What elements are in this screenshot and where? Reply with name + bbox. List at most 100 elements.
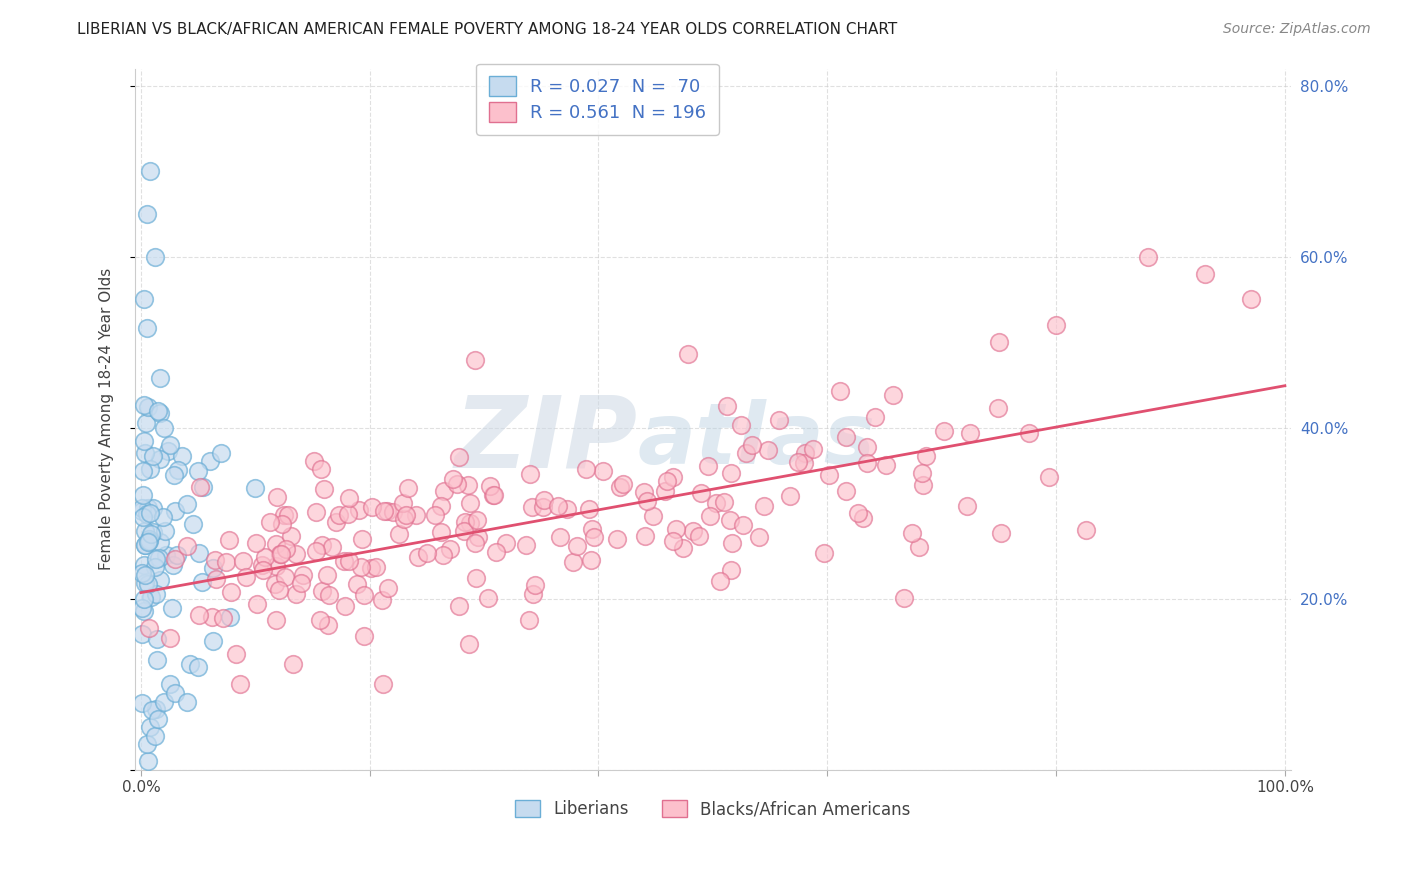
Point (225, 648, 247, 662)
Point (911, 467, 934, 481)
Point (634, 529, 657, 543)
Point (266, 558, 288, 573)
Point (662, 533, 685, 548)
Point (152, 695, 174, 709)
Point (353, 588, 375, 602)
Point (131, 601, 153, 615)
Point (865, 409, 887, 424)
Point (219, 584, 242, 599)
Point (752, 499, 775, 513)
Legend: Liberians, Blacks/African Americans: Liberians, Blacks/African Americans (509, 793, 918, 825)
Point (704, 496, 727, 510)
Point (716, 399, 738, 413)
Point (405, 508, 427, 523)
Point (801, 442, 824, 456)
Point (606, 532, 628, 546)
Point (477, 591, 499, 605)
Point (149, 535, 172, 549)
Point (153, 524, 176, 538)
Point (139, 590, 162, 604)
Text: Source: ZipAtlas.com: Source: ZipAtlas.com (1223, 22, 1371, 37)
Point (143, 250, 166, 264)
Point (633, 484, 655, 499)
Point (149, 452, 172, 467)
Point (835, 484, 858, 499)
Point (318, 588, 340, 602)
Point (183, 517, 205, 532)
Point (318, 618, 340, 632)
Point (517, 614, 540, 628)
Point (855, 456, 877, 470)
Point (914, 449, 936, 463)
Point (165, 551, 187, 566)
Point (290, 576, 312, 591)
Point (381, 505, 404, 519)
Point (138, 621, 160, 635)
Point (141, 703, 163, 717)
Point (349, 503, 371, 517)
Point (465, 571, 488, 585)
Point (136, 755, 159, 769)
Point (665, 522, 688, 536)
Point (134, 524, 156, 538)
Point (676, 347, 699, 361)
Point (835, 430, 858, 444)
Point (346, 577, 368, 591)
Point (204, 572, 226, 586)
Point (146, 712, 169, 726)
Point (555, 502, 578, 516)
Point (145, 552, 167, 566)
Point (531, 500, 554, 515)
Point (166, 462, 188, 476)
Point (371, 677, 394, 691)
Point (482, 488, 505, 502)
Point (364, 560, 387, 574)
Point (735, 446, 758, 460)
Point (132, 510, 155, 524)
Point (439, 541, 461, 556)
Point (533, 492, 555, 507)
Point (134, 604, 156, 618)
Point (454, 515, 477, 529)
Point (392, 496, 415, 510)
Point (143, 729, 166, 743)
Point (447, 450, 470, 465)
Point (136, 401, 159, 415)
Point (176, 539, 198, 553)
Point (142, 501, 165, 516)
Point (166, 549, 188, 563)
Point (467, 530, 489, 544)
Point (163, 504, 186, 518)
Point (395, 508, 418, 523)
Point (846, 506, 869, 520)
Point (218, 533, 240, 547)
Point (162, 558, 184, 572)
Point (360, 500, 382, 515)
Point (172, 449, 194, 463)
Point (690, 486, 713, 500)
Point (252, 564, 274, 578)
Point (281, 657, 304, 672)
Point (187, 660, 209, 674)
Point (612, 476, 634, 491)
Point (134, 576, 156, 591)
Point (152, 509, 174, 524)
Point (266, 490, 288, 504)
Point (672, 541, 695, 556)
Point (270, 547, 292, 561)
Point (1194, 267, 1216, 281)
Point (1018, 425, 1040, 440)
Point (284, 587, 307, 601)
Point (1239, 293, 1261, 307)
Point (200, 453, 222, 467)
Point (1074, 523, 1097, 537)
Point (131, 464, 153, 478)
Point (146, 632, 169, 646)
Point (146, 653, 169, 667)
Point (253, 550, 276, 565)
Point (441, 472, 464, 486)
Point (269, 582, 291, 597)
Point (304, 544, 326, 558)
Point (149, 370, 172, 384)
Point (143, 560, 166, 574)
